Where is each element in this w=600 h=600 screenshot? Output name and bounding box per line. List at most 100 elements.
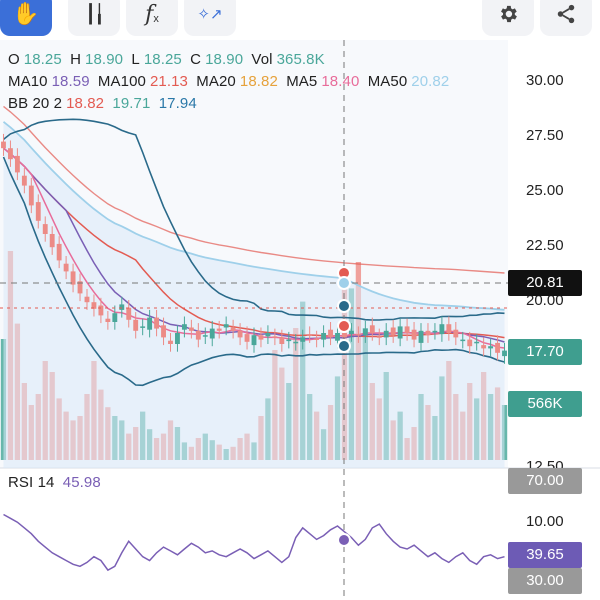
candle-body <box>84 296 90 303</box>
bb-upper-line <box>3 118 505 321</box>
candle-body <box>300 337 306 342</box>
candle-body <box>161 325 166 338</box>
candle-body <box>181 324 187 330</box>
ma20-value: 18.82 <box>239 73 278 90</box>
candle-body <box>105 318 111 322</box>
candle-body <box>411 329 417 340</box>
candle-body <box>335 333 340 341</box>
volume-bar <box>501 405 508 460</box>
candle-body <box>432 330 438 333</box>
candle-body <box>314 338 320 340</box>
ma-legend: MA10 18.59 MA100 21.13 MA20 18.82 MA5 18.40 … <box>8 73 453 90</box>
ma50-value: 20.82 <box>411 73 450 90</box>
volume-badge: 566K <box>508 391 582 417</box>
gear-icon[interactable] <box>482 0 534 36</box>
candle-body <box>147 317 153 330</box>
candle-body <box>251 335 257 346</box>
candle-body <box>446 324 452 333</box>
crosshair-price-badge: 20.81 <box>508 270 582 296</box>
ma50-label: MA50 <box>367 73 408 90</box>
candle-body <box>195 330 201 340</box>
candle-body <box>425 330 431 336</box>
gear-icon-svg <box>501 5 517 23</box>
price-tick: 30.00 <box>526 72 564 89</box>
ma100-label: MA100 <box>97 73 146 90</box>
candle-body <box>216 328 222 331</box>
candlestick-chart[interactable] <box>0 40 600 600</box>
candle-body <box>265 333 271 337</box>
volume-bar <box>0 339 7 460</box>
hand-pointer-icon[interactable]: ✋ <box>0 0 52 36</box>
price-tick: 22.50 <box>526 237 564 254</box>
candle-body <box>293 341 299 344</box>
ma100-value: 21.13 <box>149 73 188 90</box>
open-value: 18.25 <box>23 51 62 68</box>
rsi-value-badge: 39.65 <box>508 542 582 568</box>
candle-body <box>230 327 236 331</box>
price-tick: 27.50 <box>526 127 564 144</box>
candle-body <box>495 342 500 353</box>
crosshair-dot <box>337 319 351 333</box>
candle-body <box>49 234 55 248</box>
candle-body <box>202 335 208 337</box>
candle-body <box>321 333 327 340</box>
candle-body <box>56 243 62 261</box>
candle-body <box>140 326 146 328</box>
volume-value: 365.8K <box>276 51 325 68</box>
bb-mid-value: 18.82 <box>66 95 105 112</box>
rsi-legend: RSI 14 45.98 <box>8 474 105 491</box>
close-value: 18.90 <box>205 51 244 68</box>
ma50-area <box>3 121 505 469</box>
candle-body <box>272 336 278 338</box>
candlestick-icon[interactable]: ┃╽ <box>68 0 120 36</box>
magic-draw-icon[interactable]: ✧↗ <box>184 0 236 36</box>
crosshair-dot <box>337 299 351 313</box>
rsi-label: RSI 14 <box>8 474 55 491</box>
last-price-badge: 17.70 <box>508 339 582 365</box>
chart-area[interactable]: O 18.25 H 18.90 L 18.25 C 18.90 Vol 365.8K MA… <box>0 40 600 600</box>
candle-body <box>460 339 466 342</box>
candle-body <box>258 335 264 340</box>
candle-body <box>362 328 368 336</box>
candle-body <box>133 319 139 331</box>
rsi-tick: 10.00 <box>526 513 564 530</box>
crosshair-dot <box>337 276 351 290</box>
candle-body <box>376 336 382 338</box>
candle-body <box>188 327 194 331</box>
candle-body <box>175 333 180 344</box>
candle-body <box>126 307 132 320</box>
price-tick: 20.00 <box>526 292 564 309</box>
candle-body <box>383 330 389 338</box>
candle-body <box>154 317 160 329</box>
candle-body <box>35 202 41 221</box>
candle-body <box>28 185 34 206</box>
candle-body <box>307 334 313 336</box>
candle-body <box>342 333 347 338</box>
candle-body <box>112 313 118 322</box>
ma100-line <box>3 105 505 274</box>
candle-body <box>91 302 97 309</box>
share-icon[interactable] <box>540 0 592 36</box>
high-value: 18.90 <box>85 51 124 68</box>
candle-body <box>418 330 424 343</box>
candle-body <box>369 325 375 333</box>
candle-body <box>279 337 285 344</box>
price-tick: 25.00 <box>526 182 564 199</box>
candle-body <box>209 328 215 339</box>
bb-lower-line <box>2 156 505 387</box>
candle-body <box>63 263 69 272</box>
share-icon-svg <box>557 4 575 24</box>
candle-body <box>223 324 229 328</box>
candle-body <box>439 324 445 335</box>
ma50-line <box>2 121 505 311</box>
candle-body <box>404 326 410 333</box>
candle-body <box>244 334 250 342</box>
candle-body <box>390 327 396 336</box>
rsi-value: 45.98 <box>62 474 101 491</box>
rsi-line <box>3 513 505 572</box>
rsi-lower-badge: 30.00 <box>508 568 582 594</box>
candle-body <box>237 330 243 338</box>
candle-body <box>168 340 173 344</box>
crosshair-dot <box>337 339 351 353</box>
